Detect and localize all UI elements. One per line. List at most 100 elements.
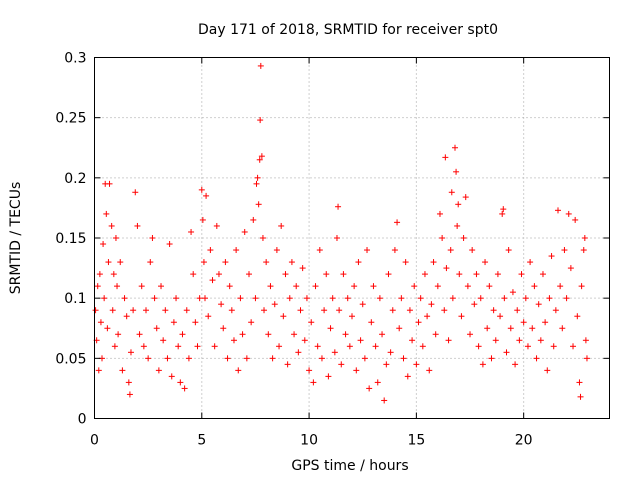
x-tick-labels: 0 5 10 15 20 — [90, 433, 533, 449]
data-point — [574, 313, 581, 320]
data-point — [188, 228, 195, 235]
data-point — [394, 219, 401, 226]
data-point — [183, 307, 190, 314]
data-point — [462, 194, 469, 201]
data-point — [469, 247, 476, 254]
data-point — [364, 247, 371, 254]
data-point — [228, 307, 235, 314]
data-point — [140, 343, 147, 350]
data-point — [185, 355, 192, 362]
data-point — [297, 307, 304, 314]
data-point — [503, 349, 510, 356]
data-point — [100, 241, 107, 248]
data-point — [452, 144, 458, 151]
data-point — [123, 313, 130, 320]
data-point — [138, 283, 145, 290]
data-point — [164, 355, 171, 362]
data-point — [419, 343, 426, 350]
data-point — [269, 355, 276, 362]
data-point — [145, 355, 152, 362]
data-point — [257, 117, 264, 124]
data-point — [108, 222, 115, 229]
data-point — [355, 259, 362, 266]
data-point — [312, 283, 319, 290]
x-tick-label: 5 — [197, 433, 206, 449]
data-point — [168, 373, 175, 380]
data-point — [567, 265, 574, 272]
data-point — [132, 189, 139, 196]
data-point — [454, 222, 461, 229]
data-point — [136, 331, 143, 338]
data-point — [200, 259, 207, 266]
data-point — [505, 247, 512, 254]
data-point — [404, 373, 411, 380]
data-point — [194, 343, 201, 350]
data-point — [370, 283, 377, 290]
data-point — [492, 337, 499, 344]
data-point — [114, 283, 121, 290]
data-points — [92, 62, 590, 404]
data-point — [413, 361, 420, 368]
data-point — [254, 174, 261, 181]
data-point — [351, 283, 358, 290]
data-point — [179, 331, 186, 338]
data-point — [561, 247, 568, 254]
data-point — [318, 355, 325, 362]
data-point — [246, 271, 252, 278]
data-point — [479, 361, 486, 368]
data-point — [458, 313, 465, 320]
data-point — [580, 247, 587, 254]
data-point — [271, 301, 278, 308]
data-point — [544, 367, 551, 374]
data-point — [104, 325, 111, 332]
data-point — [151, 295, 158, 302]
data-point — [130, 307, 137, 314]
data-point — [559, 325, 566, 332]
data-point — [95, 367, 102, 374]
data-point — [361, 355, 368, 362]
data-point — [514, 307, 521, 314]
data-point — [442, 154, 449, 161]
data-point — [261, 307, 268, 314]
data-point — [473, 271, 480, 278]
data-point — [490, 307, 497, 314]
data-point — [112, 235, 119, 241]
data-point — [155, 367, 162, 374]
data-point — [149, 235, 156, 241]
data-point — [406, 307, 413, 314]
data-point — [295, 349, 302, 356]
data-point — [342, 331, 349, 338]
data-point — [255, 201, 262, 208]
data-point — [205, 313, 212, 320]
data-point — [501, 295, 508, 302]
data-point — [372, 343, 379, 350]
data-point — [203, 192, 210, 199]
data-point — [215, 271, 222, 278]
data-point — [578, 283, 585, 290]
data-point — [209, 277, 216, 284]
data-point — [192, 319, 199, 326]
data-point — [241, 228, 248, 235]
data-point — [196, 295, 203, 302]
data-point — [321, 307, 328, 314]
data-point — [563, 295, 570, 302]
data-point — [381, 397, 388, 404]
data-point — [316, 247, 323, 254]
data-point — [464, 283, 471, 290]
data-point — [96, 271, 103, 278]
data-point — [581, 235, 588, 241]
x-tick-label: 0 — [90, 433, 99, 449]
data-point — [250, 216, 257, 223]
y-tick-label: 0.15 — [55, 231, 86, 247]
data-point — [475, 343, 482, 350]
data-point — [115, 331, 122, 338]
data-point — [535, 301, 542, 308]
data-point — [181, 385, 188, 392]
data-point — [259, 235, 266, 241]
data-point — [117, 259, 124, 266]
data-point — [329, 295, 336, 302]
data-point — [441, 307, 448, 314]
data-point — [383, 361, 390, 368]
data-point — [199, 216, 206, 223]
data-point — [522, 295, 529, 302]
